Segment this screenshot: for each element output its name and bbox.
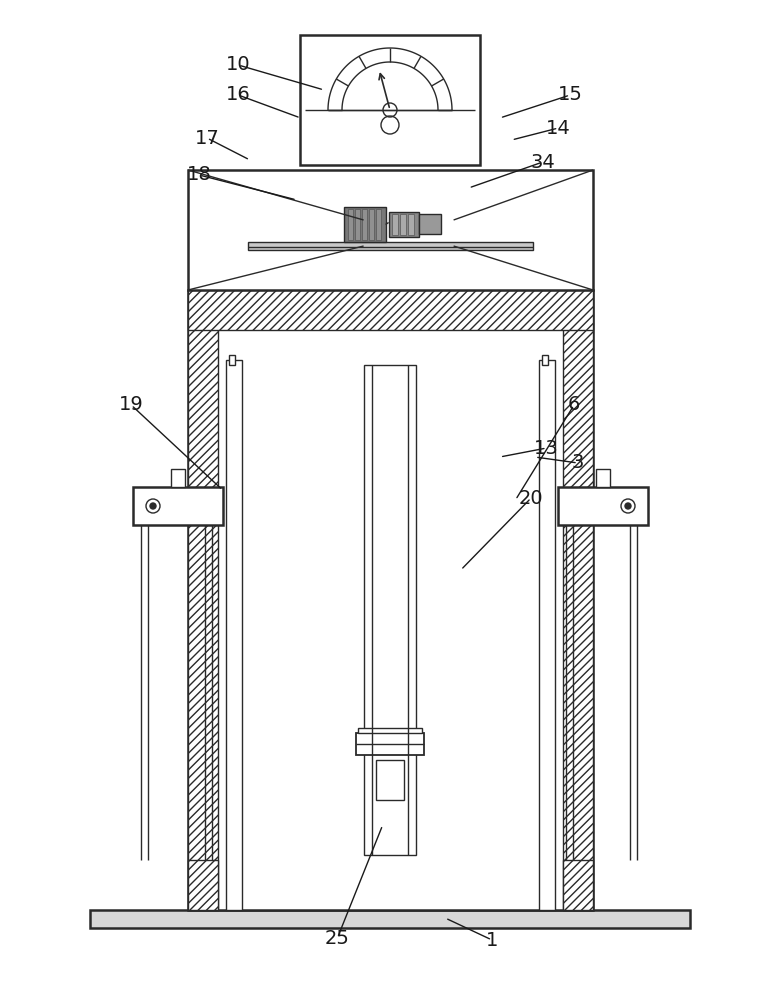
Bar xyxy=(542,355,548,365)
Text: 16: 16 xyxy=(226,86,251,104)
Circle shape xyxy=(150,503,156,509)
Text: 6: 6 xyxy=(568,395,580,414)
Bar xyxy=(376,209,380,240)
Bar xyxy=(364,365,416,855)
Bar xyxy=(358,728,422,733)
Bar xyxy=(408,214,414,235)
Bar xyxy=(348,209,352,240)
Text: 20: 20 xyxy=(519,488,544,508)
Bar xyxy=(369,209,373,240)
Bar xyxy=(356,733,424,755)
Bar xyxy=(362,209,366,240)
Bar xyxy=(229,355,235,365)
Bar xyxy=(355,209,359,240)
Bar xyxy=(400,214,405,235)
Bar xyxy=(226,360,242,910)
Bar xyxy=(188,170,593,290)
Circle shape xyxy=(625,503,631,509)
Bar xyxy=(596,469,610,487)
Bar xyxy=(389,212,419,237)
Text: 14: 14 xyxy=(546,118,571,137)
Bar xyxy=(563,290,593,910)
Bar xyxy=(563,860,593,910)
Bar xyxy=(133,487,223,525)
Bar xyxy=(188,290,593,330)
Bar xyxy=(539,360,555,910)
Bar xyxy=(558,487,648,525)
Bar xyxy=(90,910,690,928)
Bar xyxy=(248,242,533,250)
Text: 17: 17 xyxy=(194,128,219,147)
Text: 1: 1 xyxy=(486,930,498,950)
Text: 10: 10 xyxy=(226,55,251,75)
Bar xyxy=(419,214,440,234)
Text: 19: 19 xyxy=(119,395,144,414)
Text: 13: 13 xyxy=(534,438,559,458)
Text: 25: 25 xyxy=(325,928,350,948)
Text: 34: 34 xyxy=(530,152,555,172)
Bar xyxy=(391,214,398,235)
Bar xyxy=(188,290,218,910)
Bar xyxy=(344,207,386,242)
Text: 18: 18 xyxy=(187,165,212,184)
Text: 3: 3 xyxy=(572,454,584,473)
Bar xyxy=(376,760,404,800)
Bar xyxy=(171,469,185,487)
Bar xyxy=(188,290,593,910)
Bar xyxy=(188,860,218,910)
Text: 15: 15 xyxy=(558,86,583,104)
Bar xyxy=(300,35,480,165)
